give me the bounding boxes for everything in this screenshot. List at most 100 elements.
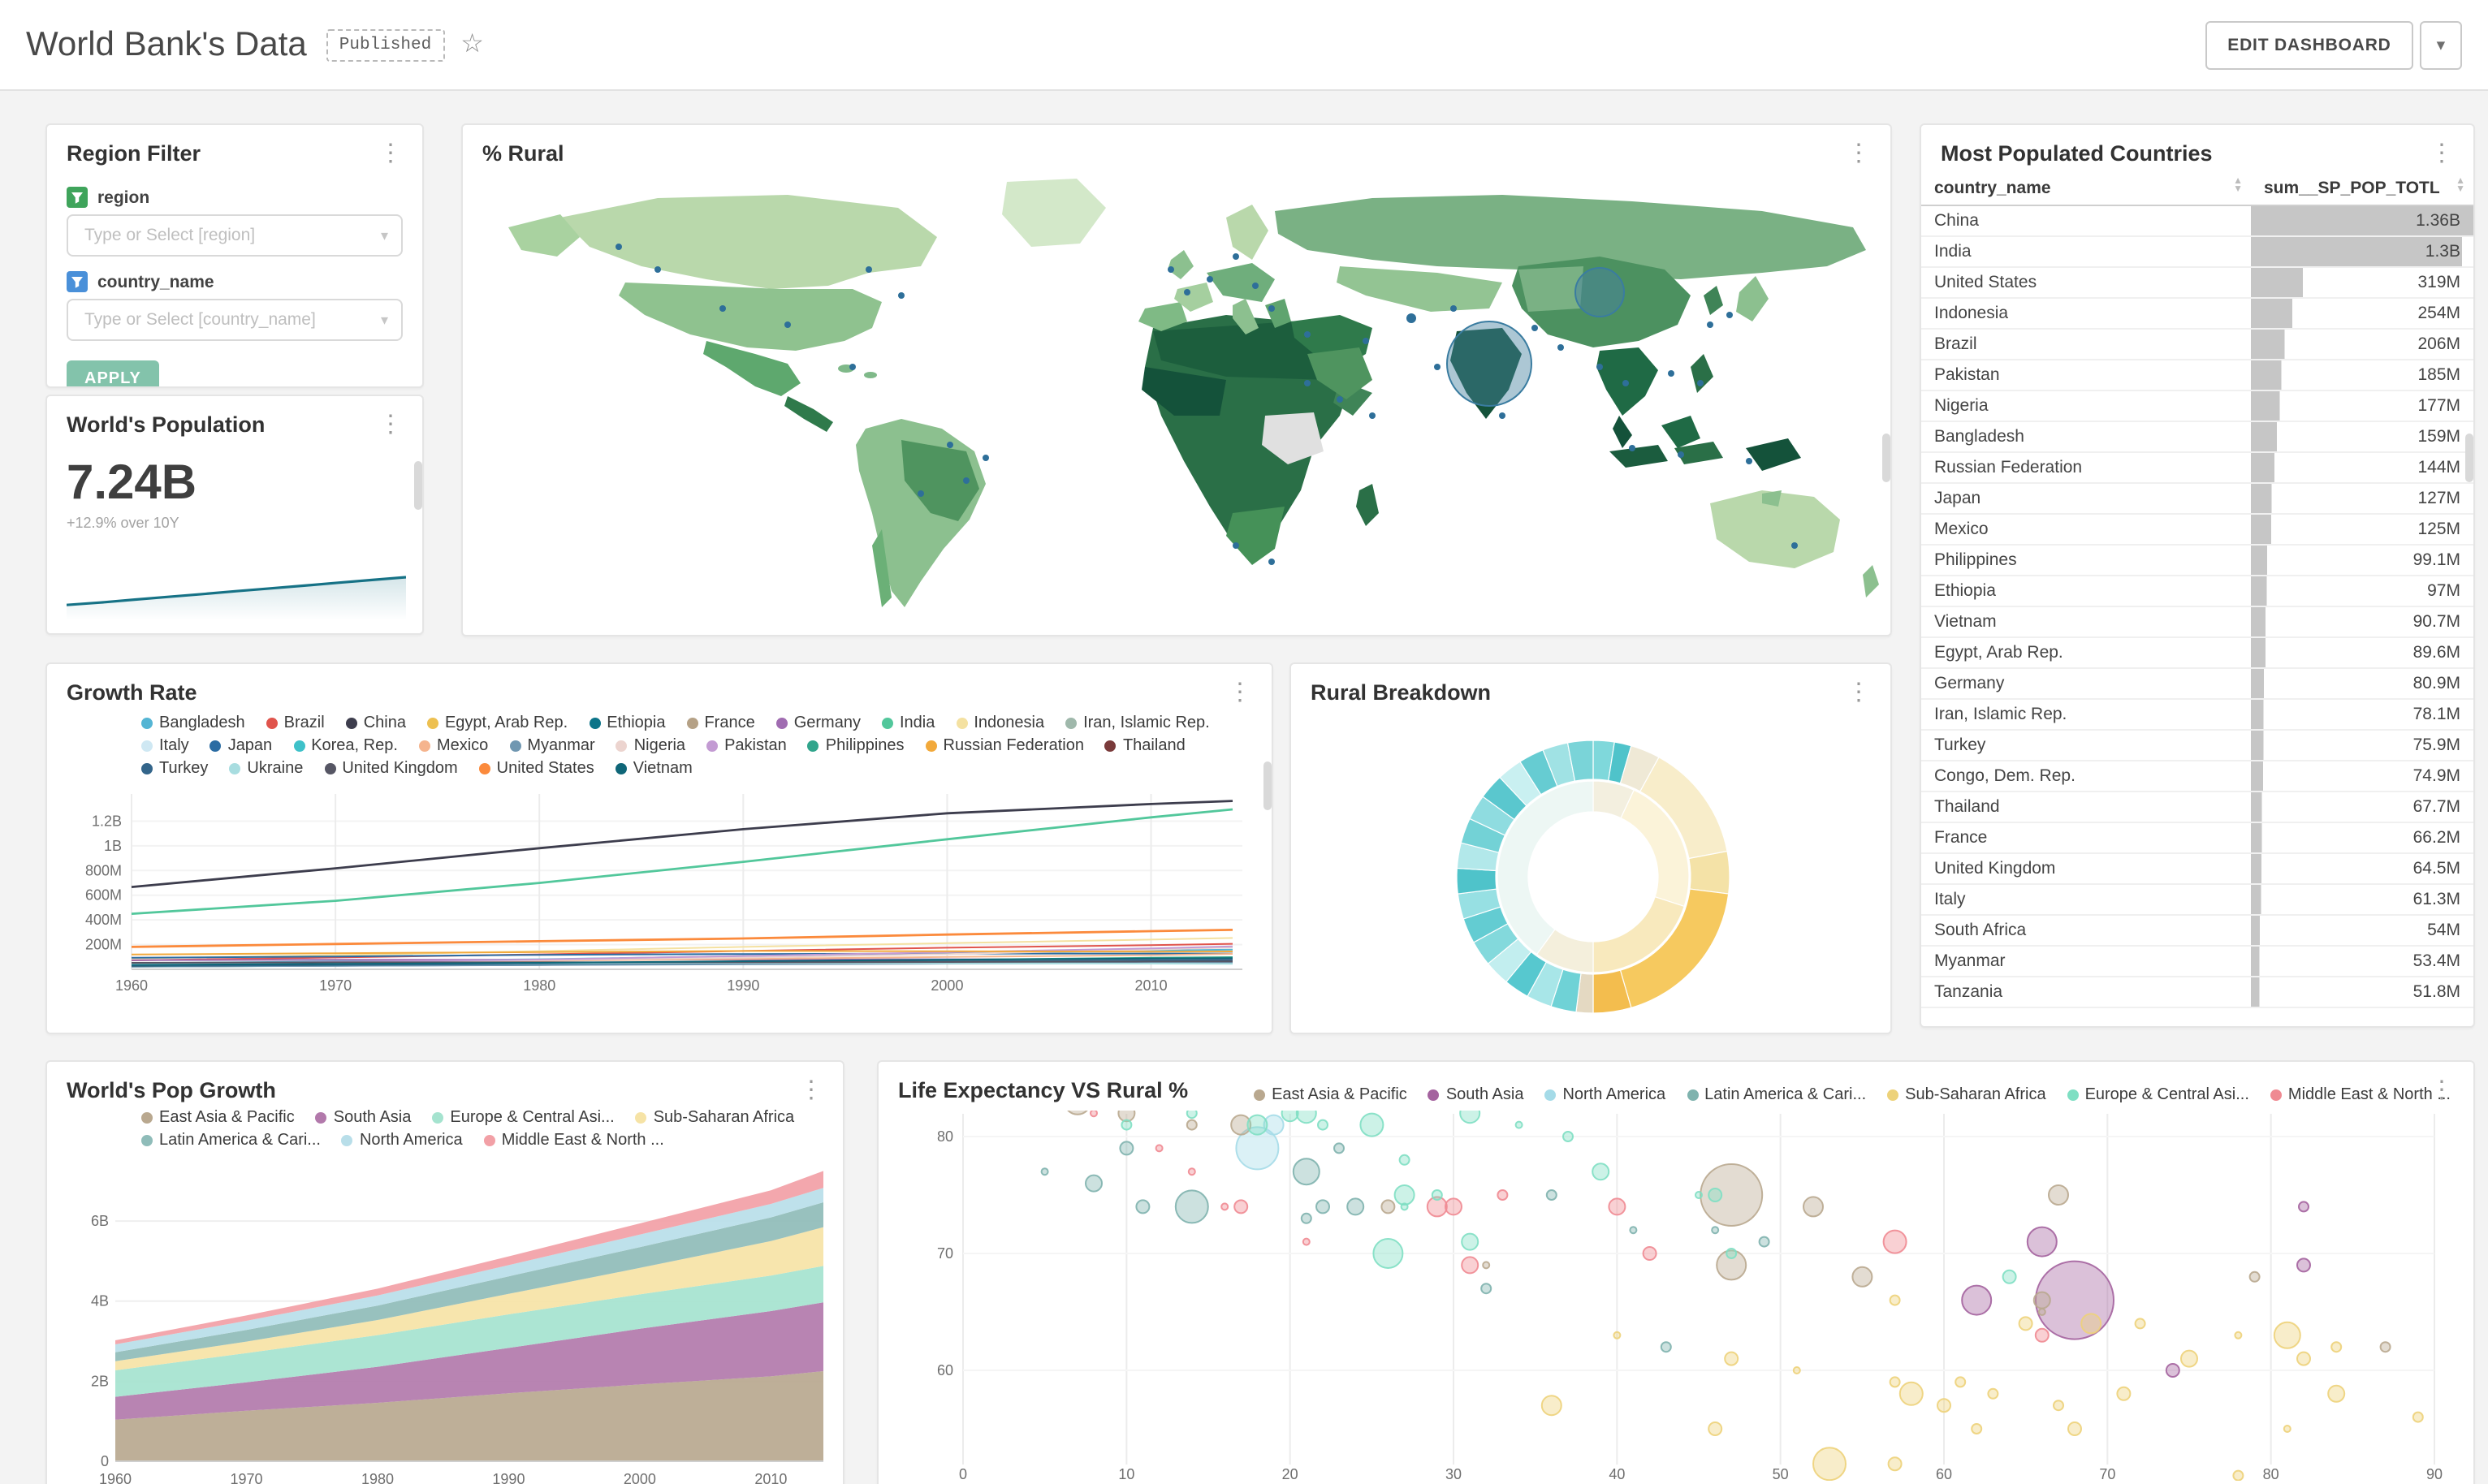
legend-item[interactable]: Nigeria — [616, 737, 685, 755]
legend-item[interactable]: Russian Federation — [925, 737, 1084, 755]
more-options-icon[interactable]: ⋮ — [2430, 140, 2454, 167]
more-options-icon[interactable]: ⋮ — [1228, 679, 1252, 706]
pop-growth-legend: East Asia & Pacific South Asia Europe & Ce… — [47, 1109, 843, 1150]
country-input[interactable] — [81, 308, 381, 331]
legend-item[interactable]: Turkey — [141, 760, 208, 778]
legend-item[interactable]: Bangladesh — [141, 714, 245, 732]
card-scrollbar[interactable] — [2465, 434, 2473, 482]
more-options-icon[interactable]: ⋮ — [378, 411, 403, 438]
legend-item[interactable]: North America — [1544, 1086, 1665, 1104]
country-cell: Mexico — [1921, 514, 2251, 546]
legend-item[interactable]: United States — [478, 760, 594, 778]
column-header-value[interactable]: sum__SP_POP_TOTL ▲ ▼ — [2251, 172, 2473, 206]
legend-label: Philippines — [825, 737, 905, 755]
table-row: Bangladesh 159M — [1921, 421, 2473, 453]
legend-item[interactable]: Sub-Saharan Africa — [635, 1109, 795, 1127]
country-cell: Brazil — [1921, 329, 2251, 360]
value-cell: 74.9M — [2251, 761, 2473, 792]
region-select[interactable]: ▾ — [67, 214, 403, 257]
legend-label: Myanmar — [527, 737, 595, 755]
legend-item[interactable]: Indonesia — [956, 714, 1044, 732]
svg-text:80: 80 — [937, 1128, 953, 1145]
more-options-icon[interactable]: ⋮ — [799, 1076, 823, 1104]
value-cell: 1.3B — [2251, 236, 2473, 268]
legend-item[interactable]: South Asia — [315, 1109, 411, 1127]
legend-dot-icon — [1687, 1089, 1699, 1101]
card-scrollbar[interactable] — [1882, 434, 1890, 482]
legend-dot-icon — [478, 763, 490, 774]
legend-label: France — [704, 714, 755, 732]
legend-label: China — [363, 714, 406, 732]
rural-donut-chart[interactable] — [1291, 711, 1892, 1029]
svg-text:2000: 2000 — [624, 1471, 656, 1484]
card-title: World's Population — [67, 412, 266, 437]
country-select[interactable]: ▾ — [67, 299, 403, 341]
legend-dot-icon — [229, 763, 241, 774]
legend-item[interactable]: East Asia & Pacific — [1254, 1086, 1407, 1104]
legend-item[interactable]: France — [686, 714, 755, 732]
table-row: Russian Federation 144M — [1921, 452, 2473, 484]
legend-item[interactable]: Korea, Rep. — [293, 737, 398, 755]
more-options-icon[interactable]: ⋮ — [1847, 679, 1871, 706]
legend-item[interactable]: Japan — [209, 737, 272, 755]
legend-dot-icon — [925, 740, 937, 752]
card-scrollbar[interactable] — [1263, 761, 1272, 810]
legend-item[interactable]: North America — [341, 1132, 463, 1150]
legend-item[interactable]: Thailand — [1104, 737, 1186, 755]
region-input[interactable] — [81, 224, 381, 247]
legend-item[interactable]: Myanmar — [509, 737, 595, 755]
legend-item[interactable]: Middle East & North ... — [483, 1132, 664, 1150]
trend-text: +12.9% over 10Y — [67, 515, 179, 531]
life-scatter-chart[interactable]: 0 10 20 30 40 50 60 70 80 90 50 60 70 80 — [892, 1111, 2464, 1481]
legend-item[interactable]: Vietnam — [615, 760, 693, 778]
legend-item[interactable]: Egypt, Arab Rep. — [426, 714, 568, 732]
value-cell: 99.1M — [2251, 545, 2473, 576]
legend-item[interactable]: Philippines — [807, 737, 905, 755]
legend-item[interactable]: India — [881, 714, 935, 732]
edit-dashboard-button[interactable]: EDIT DASHBOARD — [2205, 20, 2414, 69]
legend-item[interactable]: Europe & Central Asi... — [2067, 1086, 2249, 1104]
legend-item[interactable]: Mexico — [418, 737, 488, 755]
value-cell: 64.5M — [2251, 853, 2473, 885]
legend-item[interactable]: Brazil — [266, 714, 325, 732]
legend-item[interactable]: Latin America & Cari... — [1687, 1086, 1866, 1104]
country-cell: Congo, Dem. Rep. — [1921, 761, 2251, 792]
pop-growth-area-chart[interactable]: 0 2B 4B 6B 1960 1970 1980 1990 2000 2010 — [60, 1156, 833, 1484]
more-options-icon[interactable]: ⋮ — [2430, 1076, 2454, 1104]
legend-item[interactable]: Pakistan — [706, 737, 787, 755]
svg-text:1990: 1990 — [492, 1471, 525, 1484]
legend-item[interactable]: South Asia — [1428, 1086, 1523, 1104]
legend-item[interactable]: East Asia & Pacific — [141, 1109, 295, 1127]
country-cell: Italy — [1921, 884, 2251, 916]
favorite-star-icon[interactable]: ☆ — [460, 30, 484, 58]
header-dropdown-button[interactable]: ▾ — [2420, 20, 2462, 69]
legend-item[interactable]: Ethiopia — [589, 714, 665, 732]
legend-item[interactable]: Ukraine — [229, 760, 303, 778]
legend-item[interactable]: Sub-Saharan Africa — [1887, 1086, 2046, 1104]
legend-item[interactable]: Iran, Islamic Rep. — [1065, 714, 1210, 732]
table-row: Indonesia 254M — [1921, 298, 2473, 330]
legend-item[interactable]: Italy — [141, 737, 189, 755]
legend-item[interactable]: Latin America & Cari... — [141, 1132, 321, 1150]
legend-item[interactable]: China — [345, 714, 406, 732]
legend-label: Sub-Saharan Africa — [653, 1109, 795, 1127]
svg-text:10: 10 — [1118, 1466, 1134, 1481]
apply-button[interactable]: APPLY — [67, 360, 159, 386]
svg-text:0: 0 — [959, 1466, 967, 1481]
status-badge[interactable]: Published — [326, 28, 445, 61]
more-options-icon[interactable]: ⋮ — [378, 140, 403, 167]
country-cell: Vietnam — [1921, 606, 2251, 638]
legend-dot-icon — [706, 740, 719, 752]
card-scrollbar[interactable] — [414, 461, 422, 510]
growth-line-chart[interactable]: 200M 400M 600M 800M 1B 1.2B 1960 1970 1980 1990 20… — [60, 787, 1262, 1005]
legend-item[interactable]: United Kingdom — [324, 760, 458, 778]
column-header-country[interactable]: country_name ▲ ▼ — [1921, 172, 2251, 206]
more-options-icon[interactable]: ⋮ — [1847, 140, 1871, 167]
world-map-choropleth[interactable] — [463, 172, 1892, 628]
legend-item[interactable]: Europe & Central Asi... — [432, 1109, 615, 1127]
legend-item[interactable]: Middle East & North ... — [2270, 1086, 2451, 1104]
legend-dot-icon — [141, 1135, 153, 1146]
table-row: Myanmar 53.4M — [1921, 946, 2473, 977]
legend-item[interactable]: Germany — [775, 714, 861, 732]
population-sparkline[interactable] — [67, 562, 406, 620]
